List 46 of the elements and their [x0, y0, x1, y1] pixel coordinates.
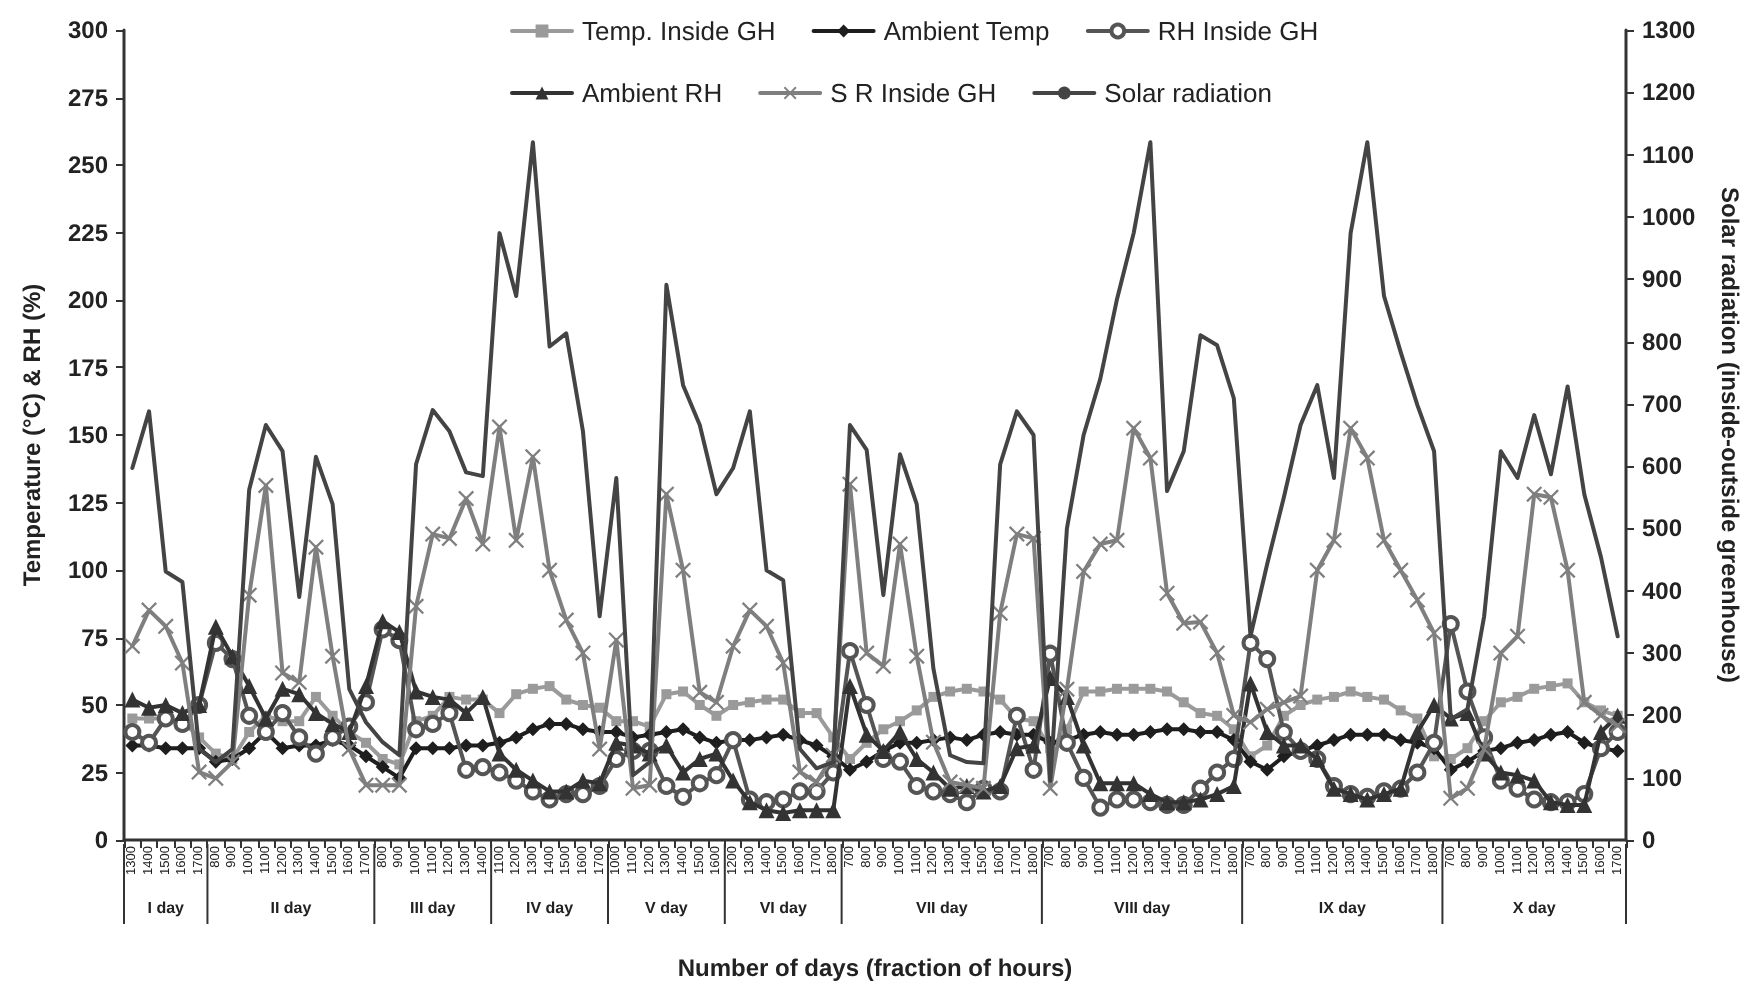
y-tick-label: 125 — [67, 488, 109, 517]
y-tick-label: 50 — [81, 691, 109, 719]
text: IX day — [1318, 899, 1367, 917]
y2-tick-label: 1000 — [1642, 202, 1697, 231]
y2-tick-label: 400 — [1642, 576, 1683, 605]
text: II day — [270, 899, 313, 917]
y-tick-label: 275 — [67, 83, 109, 112]
y-tick-label: 75 — [81, 623, 109, 652]
y-tick-label: 25 — [81, 758, 109, 787]
y-tick-label: 200 — [67, 286, 109, 314]
y2-tick-label: 1200 — [1642, 78, 1697, 107]
text: VIII day — [1114, 899, 1172, 917]
text: VI day — [759, 899, 808, 917]
y2-tick-label: 300 — [1642, 639, 1683, 668]
legend-label: Ambient RH — [582, 78, 723, 108]
y-tick-label: 0 — [94, 826, 109, 854]
text: I day — [147, 899, 186, 917]
y2-tick-label: 800 — [1642, 327, 1683, 356]
y2-tick-label: 0 — [1642, 826, 1656, 854]
text: X day — [1512, 899, 1557, 917]
legend-label: RH Inside GH — [1157, 16, 1319, 46]
y-tick-label: 100 — [67, 556, 109, 584]
legend-label: S R Inside GH — [830, 78, 997, 108]
y-tick-label: 300 — [67, 16, 109, 44]
y2-tick-label: 200 — [1642, 701, 1683, 730]
legend-label: Solar radiation — [1104, 78, 1272, 108]
y-tick-label: 150 — [67, 421, 109, 449]
y-tick-label: 225 — [67, 218, 109, 247]
y-axis-title: Temperature (°C) & RH (%) — [18, 283, 46, 587]
y2-axis-title: Solar radiation (inside-outside greenhouse) — [1716, 186, 1744, 684]
y2-tick-label: 900 — [1642, 265, 1683, 294]
y2-tick-label: 1100 — [1642, 140, 1695, 169]
y2-tick-label: 1300 — [1642, 16, 1697, 44]
y-tick-label: 175 — [67, 353, 109, 382]
legend-label: Ambient Temp — [883, 16, 1050, 46]
y-tick-label: 250 — [67, 151, 109, 179]
y2-tick-label: 500 — [1642, 514, 1683, 543]
text: III day — [410, 899, 457, 917]
text: V day — [645, 899, 689, 917]
x-axis-title: Number of days (fraction of hours) — [677, 954, 1073, 982]
y2-tick-label: 600 — [1642, 452, 1683, 481]
y2-tick-label: 100 — [1642, 763, 1683, 792]
text: VII day — [915, 899, 969, 917]
legend-label: Temp. Inside GH — [582, 16, 776, 46]
text: IV day — [525, 899, 575, 917]
y2-tick-label: 700 — [1642, 389, 1683, 418]
